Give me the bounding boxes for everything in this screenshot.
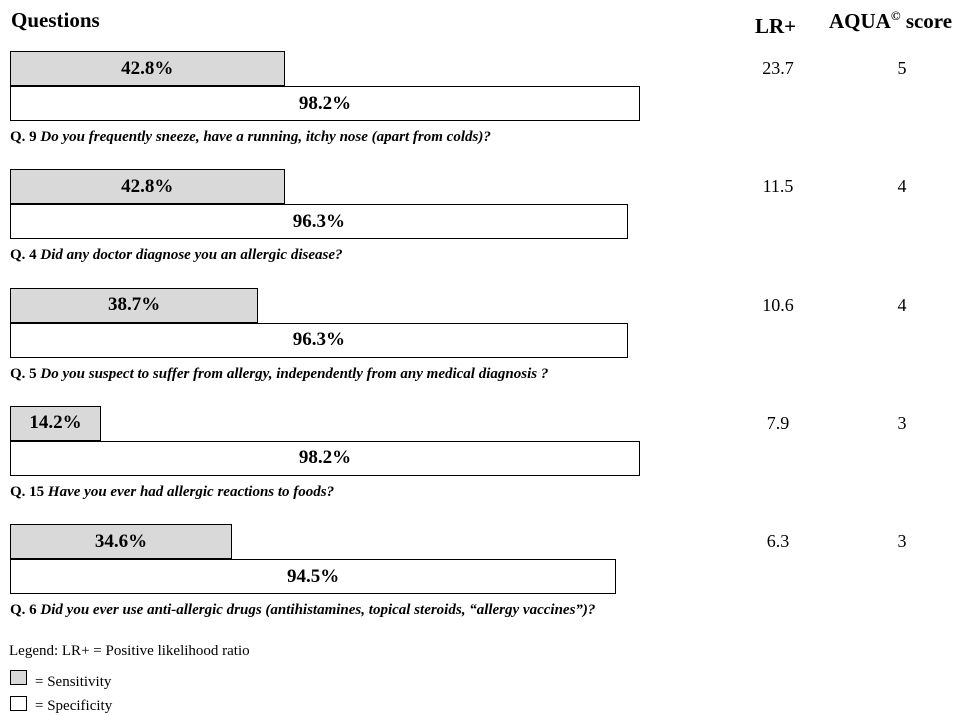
aqua-label: AQUA	[829, 9, 891, 33]
question-number: Q. 15	[10, 483, 48, 500]
aqua-score-value: 3	[897, 531, 907, 552]
specificity-bar: 96.3%	[10, 204, 628, 240]
sensitivity-bar: 38.7%	[10, 287, 259, 323]
specificity-bar: 96.3%	[10, 322, 628, 358]
lr-header: LR+	[755, 14, 797, 38]
aqua-score-header: AQUA© score	[829, 8, 952, 34]
legend-label-specificity: = Specificity	[35, 698, 113, 714]
specificity-bar: 98.2%	[10, 86, 640, 121]
question-text: Have you ever had allergic reactions to …	[47, 483, 335, 500]
question-text: Did you ever use anti-allergic drugs (an…	[40, 602, 596, 619]
question-label: Q. 6 Did you ever use anti-allergic drug…	[10, 602, 595, 619]
question-number: Q. 6	[10, 602, 41, 619]
copyright-mark: ©	[890, 8, 901, 23]
question-number: Q. 9	[10, 129, 41, 145]
questions-header: Questions	[11, 8, 100, 32]
question-number: Q. 4	[10, 247, 41, 264]
sensitivity-bar: 34.6%	[10, 524, 232, 560]
question-label: Q. 15 Have you ever had allergic reactio…	[10, 484, 334, 501]
lr-value: 7.9	[766, 412, 790, 433]
specificity-bar: 94.5%	[10, 559, 617, 595]
lr-value: 10.6	[762, 294, 794, 315]
specificity-bar: 98.2%	[10, 440, 640, 476]
lr-value: 23.7	[762, 58, 794, 78]
lr-value: 6.3	[766, 531, 790, 552]
question-label: Q. 4 Did any doctor diagnose you an alle…	[10, 247, 343, 264]
aqua-score-value: 3	[897, 412, 907, 433]
aqua-score-value: 4	[897, 176, 907, 197]
question-number: Q. 5	[10, 365, 41, 382]
legend-note: Legend: LR+ = Positive likelihood ratio	[9, 643, 250, 659]
sensitivity-bar: 42.8%	[10, 169, 285, 205]
question-text: Did any doctor diagnose you an allergic …	[40, 247, 343, 264]
legend-swatch-sensitivity	[10, 670, 27, 685]
aqua-score-value: 4	[897, 294, 907, 315]
question-text: Do you suspect to suffer from allergy, i…	[40, 365, 549, 382]
legend-label-sensitivity: = Sensitivity	[35, 674, 112, 690]
lr-value: 11.5	[762, 176, 794, 197]
aqua-score-value: 5	[897, 58, 907, 78]
question-text: Do you frequently sneeze, have a running…	[40, 129, 491, 145]
legend-swatch-specificity	[10, 696, 27, 711]
question-label: Q. 9 Do you frequently sneeze, have a ru…	[10, 129, 491, 146]
score-label: score	[900, 9, 953, 33]
sensitivity-bar: 42.8%	[10, 51, 285, 86]
question-label: Q. 5 Do you suspect to suffer from aller…	[10, 366, 548, 383]
sensitivity-bar: 14.2%	[10, 405, 102, 441]
